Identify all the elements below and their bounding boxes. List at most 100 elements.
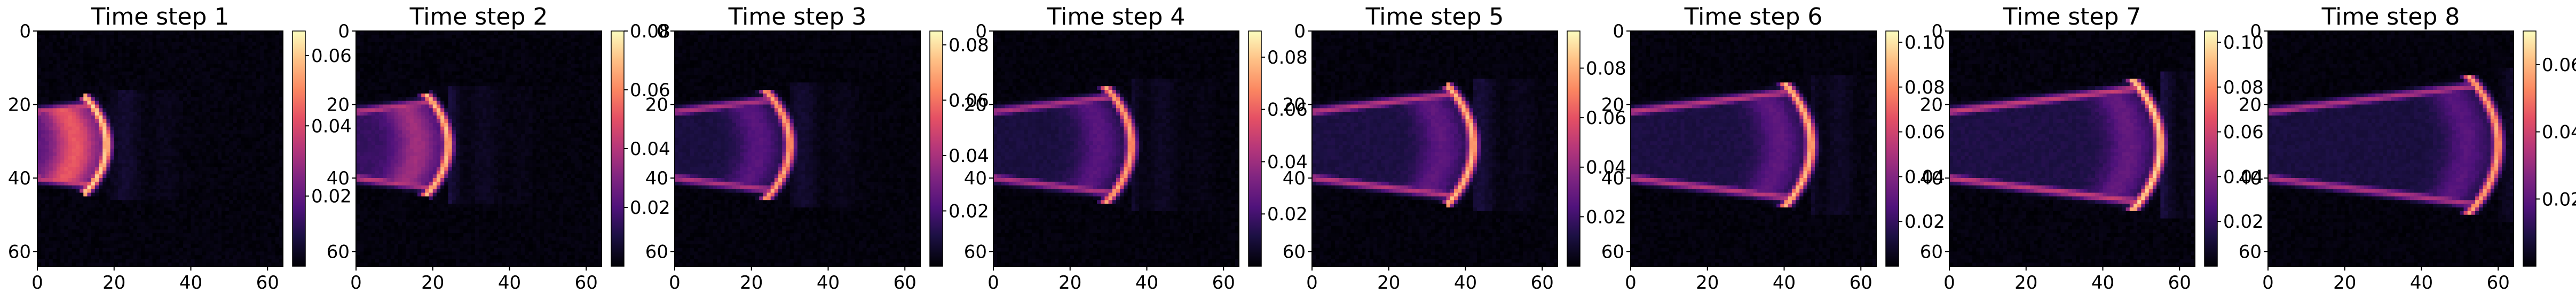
x-tick-label: 0 xyxy=(669,272,681,294)
heatmap-cells xyxy=(356,31,602,267)
panel-title: Time step 1 xyxy=(91,3,230,30)
y-tick-label: 60 xyxy=(1601,242,1624,263)
x-tick-label: 20 xyxy=(1696,272,1719,294)
heatmap-cells xyxy=(1631,31,1877,267)
heatmap-cells xyxy=(1312,31,1558,267)
y-tick-label: 0 xyxy=(1931,21,1943,42)
x-tick-label: 0 xyxy=(350,272,362,294)
panel-title: Time step 8 xyxy=(2321,3,2460,30)
heatmap-panel: Time step 40 20 40 6002040600.020.040.060.0… xyxy=(964,3,1308,294)
y-tick-label: 0 xyxy=(19,21,31,42)
y-tick-label: 20 xyxy=(964,95,987,116)
colorbar-tick-label: 0.04 xyxy=(311,115,352,137)
y-tick-label: 40 xyxy=(327,168,350,189)
panel-title: Time step 5 xyxy=(1365,3,1504,30)
panel-title: Time step 4 xyxy=(1047,3,1186,30)
x-tick-label: 0 xyxy=(1943,272,1955,294)
y-tick-label: 20 xyxy=(1601,95,1624,116)
x-tick-label: 60 xyxy=(1531,272,1554,294)
colorbar xyxy=(1567,31,1580,266)
panel-title: Time step 6 xyxy=(1684,3,1823,30)
x-tick-label: 0 xyxy=(1306,272,1318,294)
y-tick-label: 40 xyxy=(1283,168,1306,189)
colorbar-tick-label: 0.04 xyxy=(949,145,989,167)
x-tick-label: 0 xyxy=(1625,272,1637,294)
colorbar-tick-label: 0.02 xyxy=(2223,211,2264,233)
colorbar-tick-label: 0.02 xyxy=(2542,189,2576,210)
colorbar xyxy=(2523,31,2536,266)
colorbar-tick-label: 0.02 xyxy=(1905,211,1945,233)
heatmap-panel: Time step 50 20 40 6002040600.020.040.060.0… xyxy=(1283,3,1626,294)
heatmap-panel: Time step 30 20 40 6002040600.020.040.060.0… xyxy=(645,3,989,294)
y-tick-label: 40 xyxy=(1920,168,1943,189)
x-tick-label: 60 xyxy=(2487,272,2510,294)
y-tick-label: 60 xyxy=(645,242,668,263)
y-tick-label: 20 xyxy=(8,95,31,116)
x-tick-label: 20 xyxy=(2014,272,2037,294)
colorbar-tick-label: 0.02 xyxy=(1267,204,1308,225)
x-tick-label: 40 xyxy=(2091,272,2114,294)
colorbar-tick-label: 0.08 xyxy=(1586,58,1626,79)
x-tick-label: 20 xyxy=(1377,272,1400,294)
y-tick-label: 60 xyxy=(1283,242,1306,263)
x-tick-label: 20 xyxy=(102,272,125,294)
y-tick-label: 60 xyxy=(327,242,350,263)
x-tick-label: 20 xyxy=(1058,272,1081,294)
y-tick-label: 40 xyxy=(964,168,987,189)
x-tick-label: 60 xyxy=(894,272,916,294)
colorbar-tick-label: 0.02 xyxy=(1586,206,1626,228)
x-tick-label: 0 xyxy=(987,272,999,294)
y-tick-label: 60 xyxy=(964,242,987,263)
x-tick-label: 40 xyxy=(1773,272,1796,294)
panel-title: Time step 7 xyxy=(2003,3,2142,30)
x-tick-label: 60 xyxy=(2168,272,2191,294)
x-tick-label: 0 xyxy=(2262,272,2274,294)
y-tick-label: 20 xyxy=(327,95,350,116)
y-tick-label: 0 xyxy=(2250,21,2262,42)
colorbar xyxy=(930,31,943,266)
colorbar-tick-label: 0.04 xyxy=(630,138,670,160)
heatmap-cells xyxy=(993,31,1239,267)
colorbar xyxy=(293,31,305,266)
y-tick-label: 40 xyxy=(2239,168,2262,189)
x-tick-label: 20 xyxy=(2333,272,2356,294)
x-tick-label: 40 xyxy=(498,272,521,294)
panel-title: Time step 2 xyxy=(409,3,548,30)
heatmap-cells xyxy=(37,31,283,267)
y-tick-label: 60 xyxy=(2239,242,2262,263)
heatmap-panel: Time step 60 20 40 6002040600.020.040.060.0… xyxy=(1601,3,1945,294)
x-tick-label: 40 xyxy=(817,272,840,294)
x-tick-label: 60 xyxy=(1212,272,1235,294)
heatmap-cells xyxy=(1949,31,2195,267)
x-tick-label: 60 xyxy=(256,272,279,294)
y-tick-label: 60 xyxy=(1920,242,1943,263)
colorbar-tick-label: 0.02 xyxy=(630,197,670,219)
colorbar xyxy=(611,31,624,266)
y-tick-label: 20 xyxy=(1920,95,1943,116)
colorbar-tick-label: 0.06 xyxy=(2542,55,2576,76)
colorbar-tick-label: 0.04 xyxy=(2542,122,2576,143)
colorbar-tick-label: 0.06 xyxy=(2223,122,2264,143)
y-tick-label: 0 xyxy=(1613,21,1624,42)
heatmap-cells xyxy=(2268,31,2514,267)
panel-title: Time step 3 xyxy=(728,3,867,30)
colorbar-tick-label: 0.02 xyxy=(949,200,989,222)
colorbar xyxy=(1886,31,1899,266)
colorbar xyxy=(2204,31,2217,266)
y-tick-label: 40 xyxy=(8,168,31,189)
y-tick-label: 0 xyxy=(657,21,668,42)
y-tick-label: 40 xyxy=(645,168,668,189)
y-tick-label: 20 xyxy=(645,95,668,116)
colorbar-tick-label: 0.06 xyxy=(311,45,352,67)
x-tick-label: 40 xyxy=(2410,272,2433,294)
y-tick-label: 0 xyxy=(1294,21,1306,42)
x-tick-label: 20 xyxy=(740,272,763,294)
heatmap-cells xyxy=(675,31,921,267)
heatmap-panel: Time step 70 20 40 6002040600.020.040.060.0… xyxy=(1920,3,2264,294)
y-tick-label: 60 xyxy=(8,242,31,263)
heatmap-panel: Time step 20 20 40 6002040600.020.040.060.0… xyxy=(327,3,670,294)
x-tick-label: 0 xyxy=(31,272,43,294)
colorbar-tick-label: 0.06 xyxy=(1905,122,1945,143)
